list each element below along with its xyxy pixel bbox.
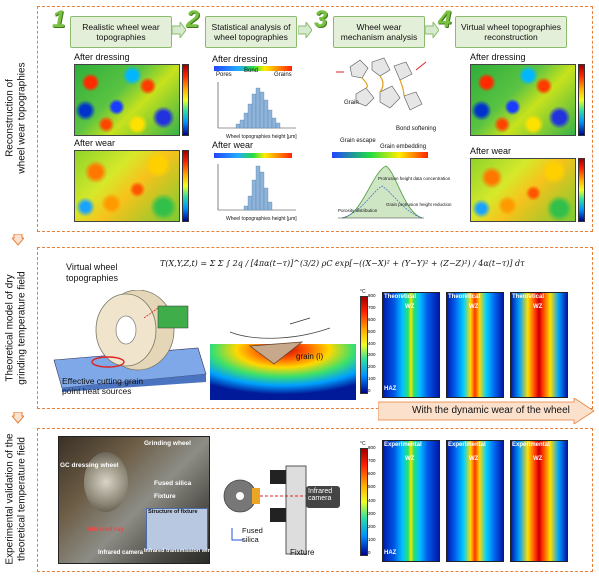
- section2-side-label: Theoretical model of dry grinding tempera…: [5, 271, 28, 385]
- col2-wear-xlabel: Wheel topographies height [μm]: [226, 216, 297, 222]
- section3-colorbar-unit: °C: [360, 441, 366, 447]
- experimental-wz-2: WZ: [469, 456, 479, 462]
- section2-colorbar-unit: °C: [360, 289, 366, 295]
- col4-after-dressing-label: After dressing: [470, 52, 526, 62]
- col1-wear-map: [74, 150, 180, 222]
- fixture-photo-label: Fixture: [154, 493, 176, 500]
- theoretical-map-3: [510, 292, 568, 398]
- col3-grain-embedding-label: Grain embedding: [380, 144, 427, 150]
- experimental-haz-1: HAZ: [384, 550, 397, 556]
- temperature-equation: T(X,Y,Z,t) = Σ Σ ∫ 2q / [4πα(t−τ)]^(3/2)…: [160, 259, 525, 268]
- step-number-1: 1: [52, 6, 66, 33]
- fixture-structure-inset: [146, 508, 208, 550]
- theoretical-title-2: Theoretical: [448, 294, 481, 300]
- step-arrow-2-icon: [298, 22, 312, 38]
- col2-bond-label: Bond: [244, 68, 259, 74]
- theoretical-title-1: Theoretical: [384, 294, 417, 300]
- section-down-arrow-1-icon: [12, 234, 24, 246]
- theoretical-wz-3: WZ: [533, 304, 543, 310]
- step-3-label: Wheel wear mechanism analysis: [333, 16, 425, 48]
- col3-grain-escape-label: Grain escape: [340, 138, 376, 144]
- grinding-wheel-label: Grinding wheel: [144, 440, 191, 447]
- col1-dressing-colorbar: [182, 64, 189, 136]
- col2-after-wear-label: After wear: [212, 140, 254, 150]
- schema-infrared-label: Infrared camera: [308, 488, 333, 502]
- step-arrow-1-icon: [172, 22, 186, 38]
- step-2-label: Statistical analysis of wheel topographi…: [205, 16, 297, 48]
- infrared-windows-label: Infrared transmission windows: [144, 548, 225, 554]
- step-arrow-3-icon: [425, 22, 439, 38]
- step-4-label: Virtual wheel topographies reconstructio…: [455, 16, 567, 48]
- experimental-map-2: [446, 440, 504, 562]
- photo-dressing-wheel: [84, 452, 128, 512]
- col1-after-wear-label: After wear: [74, 138, 116, 148]
- col2-pores-label: Pores: [216, 72, 232, 78]
- col3-grain-label: Grain: [344, 100, 359, 106]
- experimental-title-2: Experimental: [448, 442, 486, 448]
- col3-mechanism-diagram: [336, 57, 427, 111]
- step-number-3: 3: [314, 6, 328, 33]
- gc-dressing-label: GC dressing wheel: [60, 462, 119, 469]
- section2-panel: [37, 247, 593, 409]
- col2-dressing-histogram: [217, 82, 296, 129]
- fused-silica-photo-label: Fused silica: [154, 480, 192, 487]
- theoretical-wz-1: WZ: [405, 304, 415, 310]
- col1-wear-colorbar: [182, 150, 189, 222]
- section2-colorbar: [360, 296, 368, 394]
- grain-i-label: grain (i): [296, 352, 324, 361]
- col3-bond-softening-label: Bond softening: [396, 126, 437, 132]
- col3-protrusion-label: Protrusion height data concentration: [378, 176, 451, 181]
- infrared-ray-label: Infrared ray: [88, 526, 124, 533]
- col2-xlabel: Wheel topographies height [μm]: [226, 134, 297, 140]
- col4-dressing-map: [470, 64, 576, 136]
- col1-after-dressing-label: After dressing: [74, 52, 130, 62]
- col4-dressing-colorbar: [578, 64, 585, 136]
- section2-colorbar-ticks: 800 700 600 500 400 300 200 100 0: [368, 293, 376, 393]
- col1-dressing-map: [74, 64, 180, 136]
- experimental-map-1: [382, 440, 440, 562]
- section3-colorbar-ticks: 800 700 600 500 400 300 200 100 0: [368, 445, 376, 555]
- wear-progress-arrow-icon: [378, 398, 595, 424]
- col4-after-wear-label: After wear: [470, 146, 512, 156]
- schema-fused-silica-label: Fused silica: [242, 526, 263, 544]
- theoretical-map-2: [446, 292, 504, 398]
- col4-wear-colorbar: [578, 158, 585, 222]
- col3-porosity-label: Porosity distribution: [338, 208, 378, 213]
- theoretical-haz-1: HAZ: [384, 386, 397, 392]
- experimental-map-3: [510, 440, 568, 562]
- schema-fixture-label: Fixture: [290, 548, 315, 557]
- experimental-wz-1: WZ: [405, 456, 415, 462]
- wheel-3d-diagram: [53, 290, 207, 392]
- infrared-camera-photo-label: Infrared camera: [98, 550, 144, 556]
- step-number-4: 4: [438, 6, 452, 33]
- step-number-2: 2: [186, 6, 200, 33]
- section1-side-label: Reconstruction of wheel wear topographies: [5, 62, 28, 174]
- col2-wear-histogram: [217, 164, 296, 211]
- col2-grains-label: Grains: [274, 72, 292, 78]
- theoretical-title-3: Theoretical: [512, 294, 545, 300]
- col3-distribution-chart: [332, 152, 428, 219]
- theoretical-wz-2: WZ: [469, 304, 479, 310]
- section-down-arrow-2-icon: [12, 412, 24, 424]
- grain-contact-diagram: [210, 317, 356, 400]
- col2-dressing-color-strip: [214, 66, 292, 71]
- col3-protrusion-reduction-label: Grain protrusion height reduction: [386, 202, 452, 207]
- section3-side-label: Experimental validation of the theoretica…: [5, 433, 28, 565]
- col2-wear-color-strip: [214, 153, 292, 158]
- experimental-title-1: Experimental: [384, 442, 422, 448]
- structure-fixture-label: Structure of fixture: [148, 509, 198, 515]
- col4-wear-map: [470, 158, 576, 222]
- virtual-wheel-label: Virtual wheel topographies: [66, 262, 119, 283]
- step-1-label: Realistic wheel wear topographies: [70, 16, 172, 48]
- section3-panel: [37, 428, 593, 572]
- col2-after-dressing-label: After dressing: [212, 54, 268, 64]
- wear-progress-label: With the dynamic wear of the wheel: [412, 405, 570, 416]
- experimental-title-3: Experimental: [512, 442, 550, 448]
- section1-panel: [37, 6, 593, 232]
- theoretical-map-1: [382, 292, 440, 398]
- section3-colorbar: [360, 448, 368, 556]
- experimental-wz-3: WZ: [533, 456, 543, 462]
- experiment-schematic: [223, 465, 340, 555]
- effective-cutting-label: Effective cutting grain point heat sourc…: [62, 376, 144, 396]
